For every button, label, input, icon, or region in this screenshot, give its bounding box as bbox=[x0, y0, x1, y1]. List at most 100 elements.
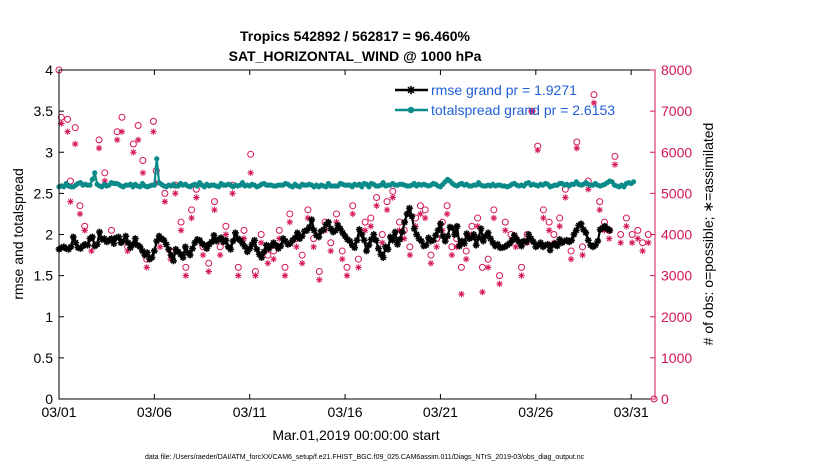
obs-assimilated-point-stroke bbox=[428, 260, 434, 266]
rmse-point-stroke bbox=[189, 245, 196, 252]
obs-assimilated-point-stroke bbox=[252, 273, 259, 279]
rmse-point-stroke bbox=[556, 236, 563, 243]
obs-assimilated-point bbox=[182, 272, 190, 279]
legend-label-spread: totalspread grand pr = 2.6153 bbox=[431, 102, 615, 118]
obs-assimilated-point bbox=[156, 243, 164, 251]
rmse-point-stroke bbox=[594, 238, 601, 245]
y2-tick-label: 4000 bbox=[661, 227, 692, 243]
rmse-point-stroke bbox=[454, 223, 461, 230]
obs-assimilated-point bbox=[528, 107, 536, 115]
x-tick-label: 03/16 bbox=[328, 404, 363, 420]
obs-assimilated-point-stroke bbox=[540, 215, 547, 221]
obs-assimilated-point bbox=[496, 280, 503, 288]
rmse-point-stroke bbox=[582, 229, 589, 236]
obs-possible-point bbox=[222, 222, 230, 230]
obs-assimilated-point bbox=[502, 227, 509, 234]
chart-subtitle: SAT_HORIZONTAL_WIND @ 1000 hPa bbox=[229, 48, 482, 64]
rmse-point-stroke bbox=[170, 257, 177, 264]
obs-possible-point bbox=[349, 202, 357, 210]
rmse-point-stroke bbox=[129, 241, 136, 248]
obs-assimilated-point bbox=[534, 146, 541, 154]
spread-point bbox=[89, 176, 96, 183]
rmse-point bbox=[69, 233, 77, 241]
rmse-point bbox=[408, 213, 416, 220]
obs-assimilated-point-stroke bbox=[444, 211, 450, 217]
obs-assimilated-point-stroke bbox=[623, 223, 630, 229]
obs-assimilated-point bbox=[458, 290, 465, 298]
obs-assimilated-point-stroke bbox=[162, 198, 168, 205]
legend: rmse grand pr = 1.9271 totalspread grand… bbox=[395, 82, 615, 118]
y-axis-left: 0 0.5 1 1.5 2 2.5 3 3.5 4 bbox=[34, 62, 64, 407]
rmse-point-stroke bbox=[487, 235, 494, 242]
rmse-point bbox=[353, 236, 361, 244]
rmse-point-stroke bbox=[139, 247, 146, 254]
obs-assimilated-point-stroke bbox=[579, 252, 586, 258]
rmse-point-stroke bbox=[551, 240, 558, 247]
rmse-point bbox=[360, 236, 368, 244]
rmse-point bbox=[179, 254, 187, 261]
obs-assimilated-point-stroke bbox=[188, 215, 195, 221]
obs-possible-point bbox=[281, 263, 289, 271]
obs-assimilated-point-stroke bbox=[635, 235, 641, 242]
rmse-point bbox=[150, 247, 158, 255]
rmse-point-stroke bbox=[149, 254, 155, 261]
rmse-point bbox=[370, 231, 378, 238]
obs-assimilated-point-stroke bbox=[597, 207, 603, 213]
rmse-point bbox=[181, 243, 189, 251]
obs-assimilated-point-stroke bbox=[140, 170, 146, 176]
obs-possible-point bbox=[539, 206, 547, 214]
rmse-point bbox=[170, 257, 177, 265]
obs-assimilated-point bbox=[433, 243, 440, 251]
obs-possible-point bbox=[66, 177, 74, 185]
rmse-point-stroke bbox=[263, 242, 270, 249]
obs-assimilated-point-stroke bbox=[229, 190, 236, 196]
rmse-point-stroke bbox=[365, 242, 372, 249]
rmse-point bbox=[403, 210, 411, 218]
obs-possible-point bbox=[596, 198, 604, 206]
rmse-point bbox=[122, 232, 130, 240]
rmse-point bbox=[522, 238, 530, 246]
obs-possible-point bbox=[234, 263, 242, 271]
obs-assimilated-point-stroke bbox=[546, 227, 552, 234]
obs-assimilated-point-stroke bbox=[223, 231, 229, 238]
obs-assimilated-point bbox=[76, 210, 84, 218]
obs-assimilated-point bbox=[443, 210, 451, 218]
obs-assimilated-point bbox=[298, 260, 306, 267]
obs-assimilated-point-stroke bbox=[82, 227, 88, 234]
rmse-point-stroke bbox=[382, 243, 389, 250]
obs-assimilated-point bbox=[229, 190, 236, 197]
obs-assimilated-point-stroke bbox=[316, 277, 322, 283]
rmse-point-stroke bbox=[101, 235, 108, 242]
obs-assimilated-point-stroke bbox=[72, 141, 78, 147]
x-tick-label: 03/01 bbox=[41, 404, 76, 420]
rmse-point-stroke bbox=[315, 233, 322, 240]
obs-assimilated-point-stroke bbox=[88, 248, 95, 254]
obs-assimilated-point-stroke bbox=[373, 203, 380, 209]
plot-background bbox=[59, 70, 655, 399]
rmse-point bbox=[84, 241, 92, 249]
rmse-point-stroke bbox=[230, 238, 237, 245]
obs-assimilated-point bbox=[406, 251, 414, 259]
obs-assimilated-point-stroke bbox=[513, 244, 519, 250]
rmse-point-stroke bbox=[67, 243, 74, 250]
obs-assimilated-point-stroke bbox=[574, 145, 580, 151]
obs-possible-point bbox=[247, 150, 255, 158]
obs-assimilated-point-stroke bbox=[502, 227, 508, 234]
legend-star bbox=[406, 85, 416, 95]
rmse-point bbox=[451, 231, 459, 238]
rmse-point-stroke bbox=[411, 225, 418, 232]
spread-point bbox=[92, 170, 98, 176]
rmse-point-stroke bbox=[511, 232, 518, 239]
obs-assimilated-point bbox=[327, 247, 334, 255]
rmse-point-stroke bbox=[270, 239, 277, 246]
rmse-point bbox=[96, 228, 103, 236]
rmse-point-stroke bbox=[401, 219, 408, 226]
rmse-point bbox=[422, 241, 430, 249]
rmse-point bbox=[401, 218, 409, 226]
rmse-point-stroke bbox=[358, 231, 365, 238]
obs-possible-point bbox=[579, 243, 587, 251]
rmse-point-stroke bbox=[477, 225, 484, 232]
obs-assimilated-point bbox=[343, 272, 351, 279]
obs-possible-point bbox=[64, 115, 72, 123]
